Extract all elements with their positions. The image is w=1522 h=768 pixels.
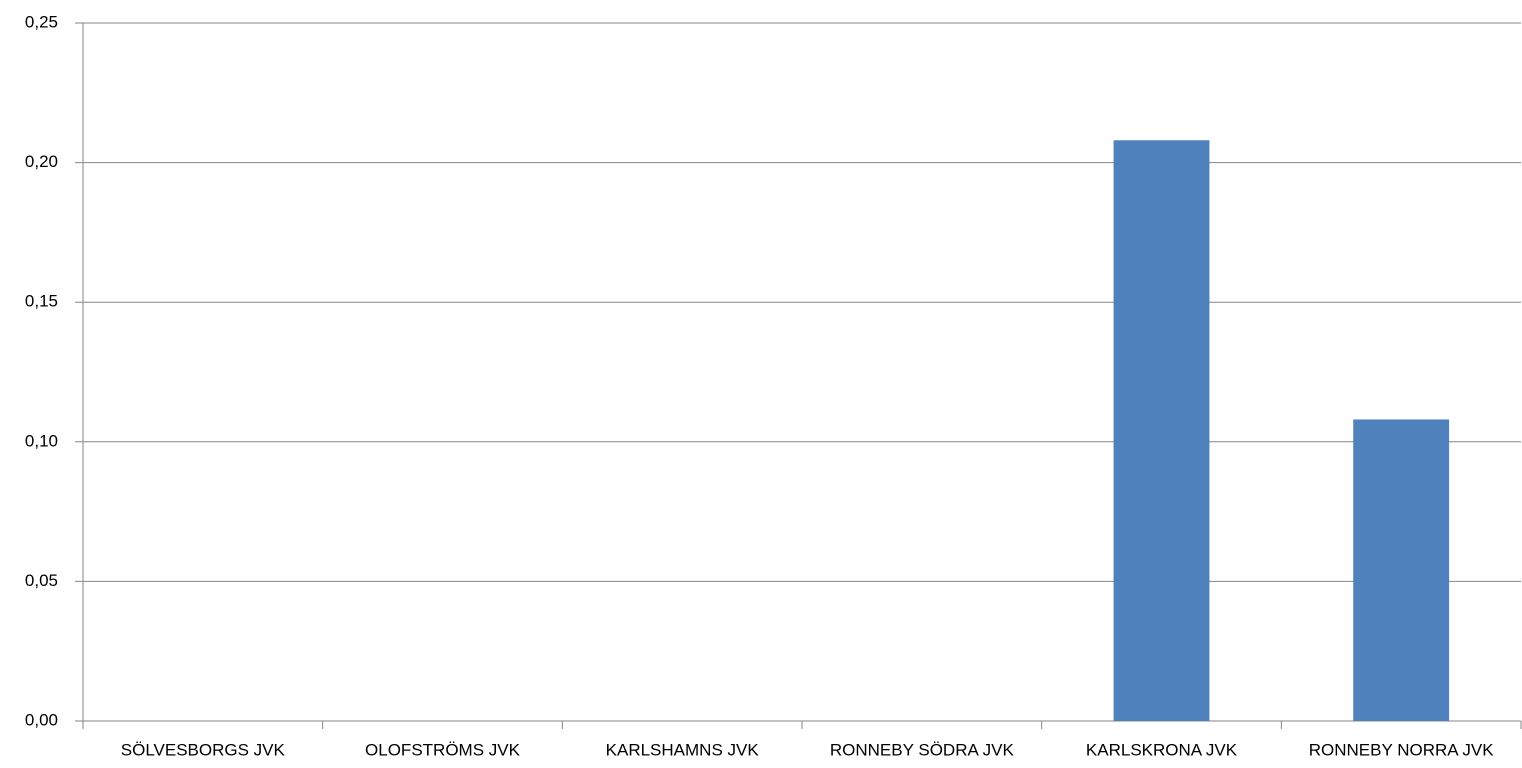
y-tick-label: 0,20 (25, 152, 58, 171)
y-tick-label: 0,15 (25, 292, 58, 311)
bar (1353, 419, 1450, 721)
x-tick-label: KARLSHAMNS JVK (606, 740, 760, 759)
y-tick-label: 0,10 (25, 431, 58, 450)
bar (1113, 140, 1210, 721)
y-tick-label: 0,25 (25, 12, 58, 31)
x-tick-label: OLOFSTRÖMS JVK (365, 740, 521, 759)
y-tick-label: 0,00 (25, 710, 58, 729)
x-tick-label: RONNEBY NORRA JVK (1309, 740, 1495, 759)
y-tick-label: 0,05 (25, 571, 58, 590)
x-tick-label: RONNEBY SÖDRA JVK (830, 740, 1015, 759)
x-tick-label: SÖLVESBORGS JVK (121, 740, 286, 759)
x-tick-label: KARLSKRONA JVK (1086, 740, 1238, 759)
